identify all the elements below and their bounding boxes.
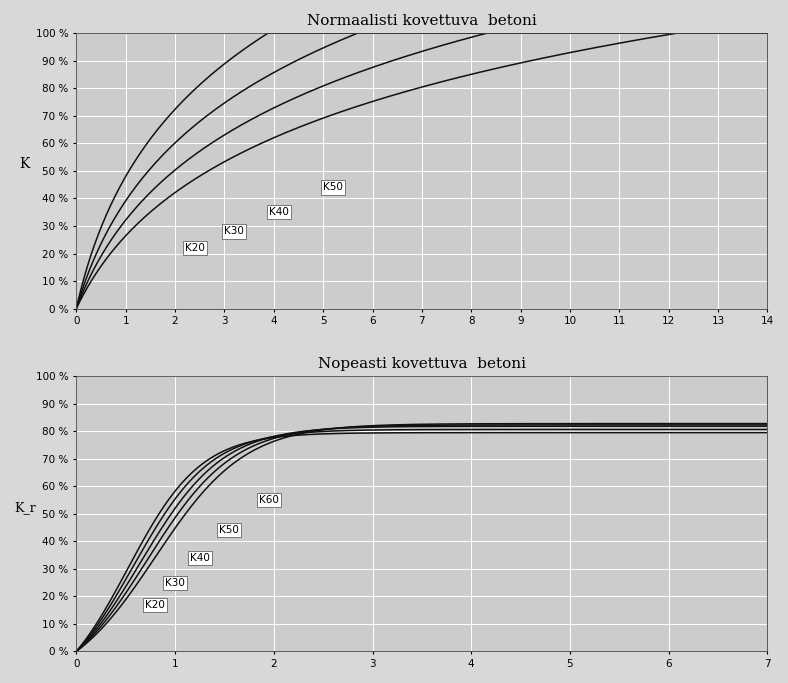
Text: K40: K40 — [269, 207, 288, 217]
Text: K40: K40 — [190, 553, 210, 563]
Text: K60: K60 — [259, 495, 279, 505]
Title: Normaalisti kovettuva  betoni: Normaalisti kovettuva betoni — [307, 14, 537, 28]
Text: K50: K50 — [219, 525, 240, 535]
Text: K30: K30 — [225, 227, 244, 236]
Y-axis label: K: K — [20, 157, 30, 171]
Text: K20: K20 — [146, 600, 165, 610]
Text: K50: K50 — [323, 182, 343, 193]
Text: K30: K30 — [165, 578, 185, 587]
Text: K20: K20 — [185, 243, 205, 253]
Y-axis label: K_r: K_r — [14, 501, 35, 514]
Title: Nopeasti kovettuva  betoni: Nopeasti kovettuva betoni — [318, 357, 526, 371]
